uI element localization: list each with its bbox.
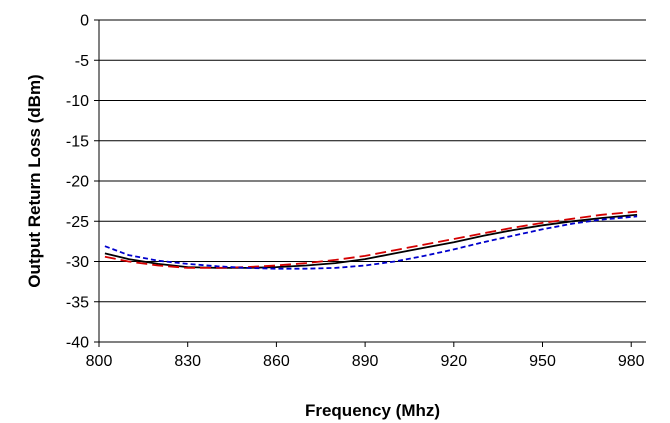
x-tick-label: 860 [263,353,290,370]
x-tick-label: 950 [529,353,556,370]
y-tick-label: -20 [66,174,89,191]
x-tick-label: 800 [86,353,113,370]
plot-series [104,210,638,270]
axes [94,19,646,347]
y-tick-label: -40 [66,335,89,352]
series-line-3 [104,215,638,270]
series-line-2 [104,210,638,269]
x-axis-title: Frequency (Mhz) [305,401,440,420]
x-tick-label: 920 [440,353,467,370]
y-tick-label: 0 [80,13,89,30]
series-line-1 [104,213,638,269]
y-tick-label: -10 [66,93,89,110]
gridlines [99,19,646,343]
y-axis-title: Output Return Loss (dBm) [25,74,44,287]
y-tick-label: -25 [66,214,89,231]
y-tick-label: -35 [66,294,89,311]
y-tick-label: -30 [66,254,89,271]
y-tick-label: -5 [75,53,89,70]
x-tick-label: 890 [352,353,379,370]
x-tick-label: 980 [618,353,645,370]
y-tick-label: -15 [66,133,89,150]
x-tick-label: 830 [174,353,201,370]
